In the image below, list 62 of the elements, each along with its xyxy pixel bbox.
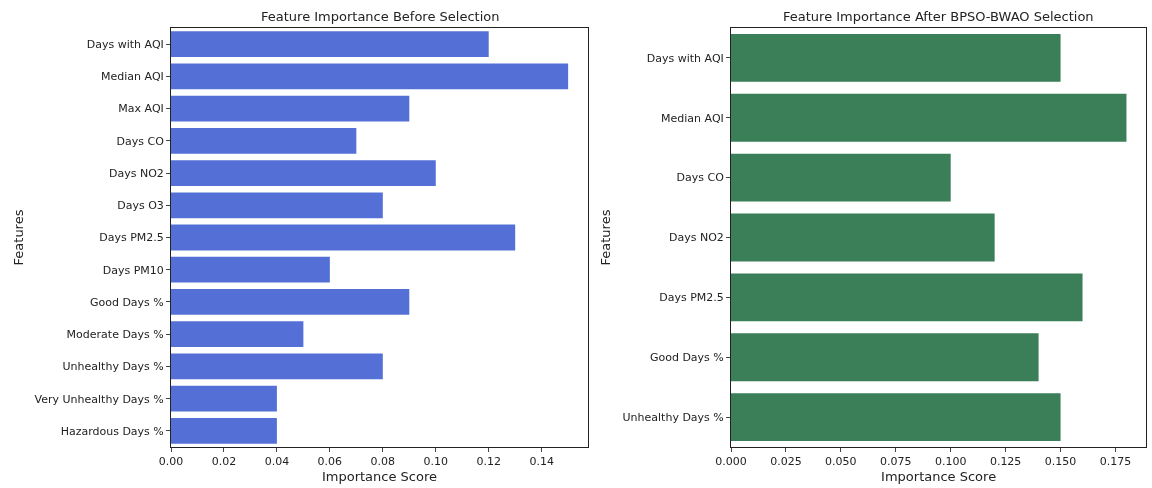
bar <box>171 192 383 219</box>
y-tick-label: Unhealthy Days % <box>622 410 724 424</box>
x-tick-label: 0.100 <box>934 455 967 469</box>
bar <box>731 33 1061 82</box>
y-tick-label: Median AQI <box>661 111 724 125</box>
bar <box>171 289 410 315</box>
bar <box>731 153 951 202</box>
x-tick-label: 0.12 <box>476 455 501 469</box>
x-tick-label: 0.175 <box>1099 455 1132 469</box>
y-tick-label: Moderate Days % <box>66 328 164 342</box>
y-tick-label: Median AQI <box>101 70 164 84</box>
x-tick-label: 0.025 <box>770 455 802 469</box>
bar <box>731 213 995 262</box>
y-tick-label: Days CO <box>676 171 725 185</box>
x-tick-label: 0.08 <box>370 455 396 469</box>
x-tick-label: 0.14 <box>529 455 554 469</box>
bar <box>171 160 436 186</box>
y-tick-label: Good Days % <box>89 295 164 309</box>
x-axis-title: Importance Score <box>321 468 438 484</box>
bar <box>171 385 277 412</box>
y-tick-label: Good Days % <box>649 351 724 365</box>
y-tick-label: Days O3 <box>117 199 164 213</box>
y-tick-label: Max AQI <box>118 102 164 116</box>
x-tick-label: 0.06 <box>317 455 343 469</box>
bar <box>171 127 357 154</box>
x-tick-label: 0.02 <box>211 455 237 469</box>
y-tick-label: Days PM2.5 <box>99 231 164 245</box>
bar <box>171 224 516 251</box>
x-tick-label: 0.04 <box>264 455 290 469</box>
y-axis-title: Features <box>598 209 614 266</box>
bar <box>171 321 304 348</box>
x-tick-label: 0.125 <box>989 455 1022 469</box>
x-axis-title: Importance Score <box>881 468 997 484</box>
x-tick-label: 0.075 <box>880 455 912 469</box>
y-tick-label: Days NO2 <box>668 231 724 245</box>
bar <box>731 333 1039 382</box>
y-tick-label: Days with AQI <box>86 37 164 51</box>
bar <box>171 63 569 90</box>
bar <box>731 93 1127 142</box>
bar <box>171 417 277 444</box>
x-tick-label: 0.00 <box>158 455 184 469</box>
bar <box>171 31 489 58</box>
y-tick-label: Hazardous Days % <box>60 424 164 438</box>
bar <box>171 353 383 380</box>
y-axis-title: Features <box>10 209 26 266</box>
y-tick-label: Days PM2.5 <box>659 291 724 305</box>
y-tick-label: Days NO2 <box>108 166 164 180</box>
x-tick-label: 0.050 <box>825 455 857 469</box>
x-tick-label: 0.000 <box>715 455 747 469</box>
bar <box>171 95 410 122</box>
chart-title: Feature Importance After BPSO-BWAO Selection <box>783 9 1094 24</box>
bar <box>171 256 330 283</box>
y-tick-label: Days with AQI <box>646 51 724 65</box>
bar <box>731 273 1083 322</box>
x-tick-label: 0.150 <box>1044 455 1077 469</box>
chart-title: Feature Importance Before Selection <box>261 9 500 24</box>
y-tick-label: Unhealthy Days % <box>62 360 164 374</box>
bar <box>731 393 1061 442</box>
y-tick-label: Days PM10 <box>102 263 164 277</box>
y-tick-label: Very Unhealthy Days % <box>34 392 164 406</box>
y-tick-label: Days CO <box>116 134 165 148</box>
x-tick-label: 0.10 <box>423 455 449 469</box>
